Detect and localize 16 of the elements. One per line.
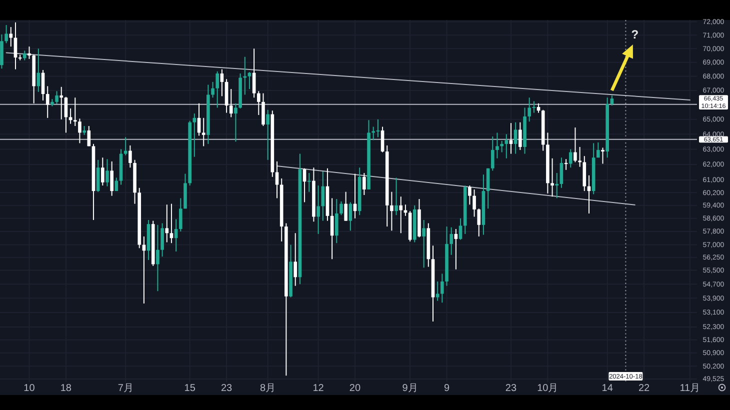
x-tick-label: 7月 (118, 383, 134, 394)
x-tick-label: 10月 (537, 383, 558, 394)
x-tick-label: 23 (220, 383, 232, 394)
x-tick-label: 9月 (402, 383, 418, 394)
note: ? (631, 27, 639, 42)
x-tick-label: 23 (505, 383, 517, 394)
x-tick-label: 22 (638, 383, 650, 394)
x-tick-label: 20 (349, 383, 361, 394)
x-tick-label: 9 (444, 383, 450, 394)
x-tick-label: 10 (24, 383, 35, 394)
x-tick-label: 14 (602, 383, 613, 394)
x-tick-label: 8月 (260, 383, 276, 394)
x-tick-label: 12 (312, 383, 324, 394)
x-tick-label: 18 (60, 383, 72, 394)
x-tick-label: 15 (184, 383, 196, 394)
x-tick-label: 11月 (680, 383, 700, 394)
